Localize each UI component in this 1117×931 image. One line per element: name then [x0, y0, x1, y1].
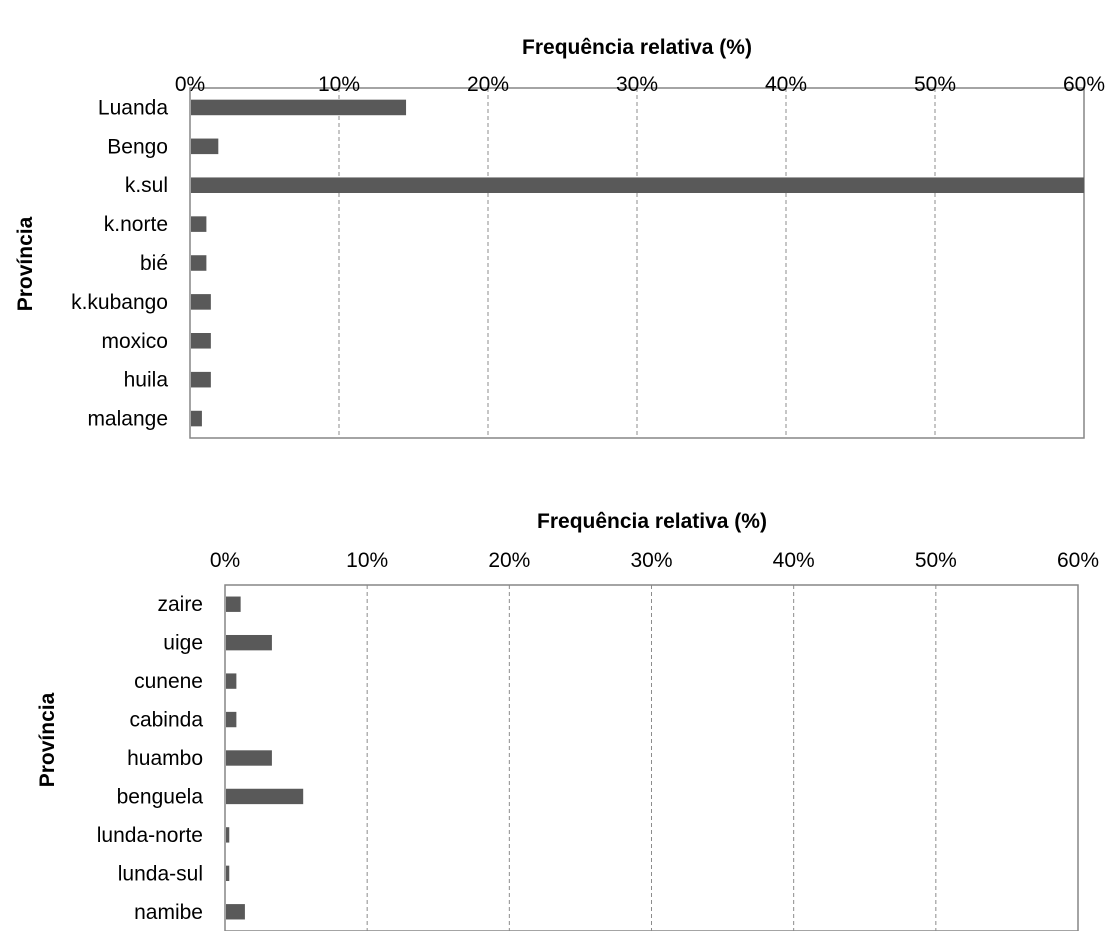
bar: [191, 216, 207, 232]
bar: [191, 371, 211, 388]
category-label: k.norte: [104, 213, 168, 236]
bar: [191, 99, 407, 116]
bar: [226, 634, 272, 651]
x-tick-label: 30%: [616, 73, 658, 96]
bar: [226, 711, 237, 728]
x-tick-label: 10%: [346, 549, 388, 572]
bar: [226, 904, 245, 920]
category-label: huila: [124, 369, 169, 392]
x-tick-label: 40%: [765, 73, 807, 96]
category-label: cunene: [134, 670, 203, 693]
y-axis-title: Província: [14, 216, 37, 311]
category-label: zaire: [157, 593, 203, 616]
x-tick-label: 0%: [175, 73, 205, 96]
chart-provinces-1: Frequência relativa (%) Província 0% 10% 2…: [14, 36, 1105, 439]
x-axis-title: Frequência relativa (%): [522, 36, 752, 59]
x-tick-label: 50%: [914, 73, 956, 96]
bar: [191, 255, 207, 271]
bar: [226, 596, 241, 612]
plot-frame: [189, 87, 1085, 439]
x-tick-label: 60%: [1057, 549, 1099, 572]
bar: [226, 865, 230, 882]
x-tick-label: 40%: [773, 549, 815, 572]
bar: [191, 138, 219, 155]
x-tick-label: 60%: [1063, 73, 1105, 96]
bar: [226, 750, 272, 766]
bar: [191, 410, 202, 427]
bar: [191, 177, 1084, 193]
category-label: Luanda: [98, 96, 168, 119]
x-axis-title: Frequência relativa (%): [537, 510, 767, 533]
x-tick-label: 20%: [488, 549, 530, 572]
category-label: uige: [163, 632, 203, 655]
category-label: bié: [140, 252, 168, 275]
category-label: cabinda: [129, 709, 203, 732]
bar: [226, 788, 304, 805]
x-tick-label: 20%: [467, 73, 509, 96]
bar: [226, 673, 237, 689]
category-label: huambo: [127, 747, 203, 770]
category-label: malange: [87, 408, 168, 431]
x-tick-label: 0%: [210, 549, 240, 572]
category-label: moxico: [101, 330, 168, 353]
x-tick-label: 10%: [318, 73, 360, 96]
category-label: lunda-norte: [97, 824, 203, 847]
y-axis-title: Província: [36, 692, 59, 787]
category-label: Bengo: [107, 135, 168, 158]
bar: [191, 333, 211, 349]
category-label: k.kubango: [71, 291, 168, 314]
x-tick-label: 50%: [915, 549, 957, 572]
plot-frame: [224, 584, 1079, 931]
chart-provinces-2: Frequência relativa (%) Província 0% 10% 2…: [36, 510, 1099, 931]
category-label: benguela: [117, 785, 204, 808]
category-label: lunda-sul: [118, 862, 203, 885]
category-label: namibe: [134, 901, 203, 924]
bar: [226, 827, 230, 843]
x-tick-label: 30%: [630, 549, 672, 572]
category-label: k.sul: [125, 174, 168, 197]
bar: [191, 294, 211, 310]
